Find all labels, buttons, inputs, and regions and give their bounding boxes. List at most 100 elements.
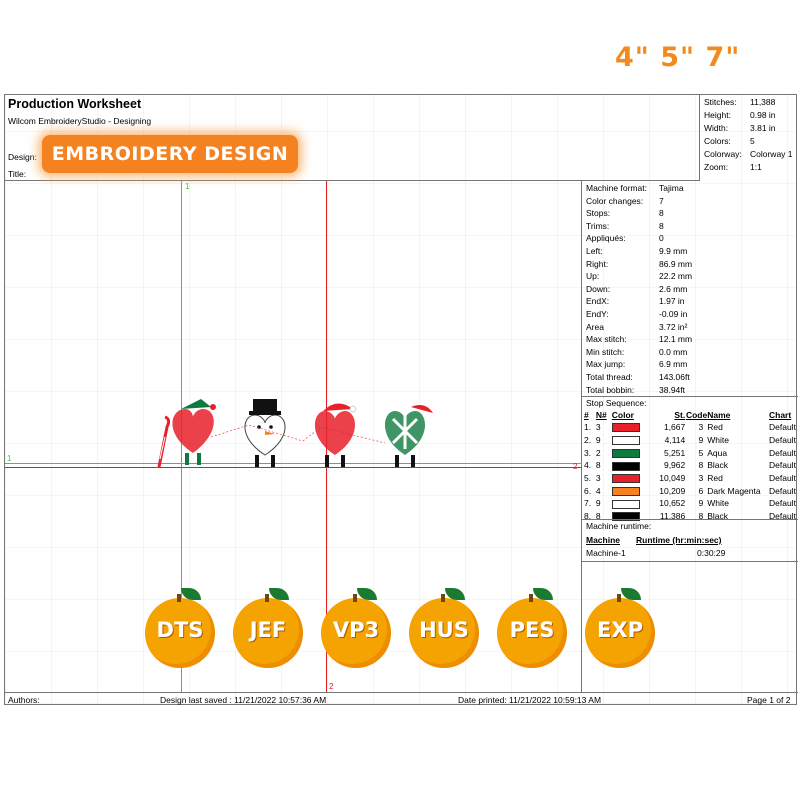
info-value: 8 — [659, 220, 664, 231]
info-value: 7 — [659, 195, 664, 206]
stat-value: Colorway 1 — [750, 149, 793, 159]
runtime-col-time: Runtime (hr:min:sec) — [636, 535, 722, 545]
stop-index: 7. — [584, 498, 592, 509]
divider — [582, 519, 798, 520]
color-swatch — [611, 423, 640, 433]
orange-icon — [145, 598, 215, 668]
stem-icon — [441, 594, 445, 602]
stop-row: 2. 9 4,114 9 White Default — [584, 434, 796, 447]
info-label: EndY: — [586, 309, 609, 319]
info-value: 8 — [659, 208, 664, 219]
stop-needle: 8 — [595, 511, 601, 522]
design-canvas: 1 1 2 2 — [5, 181, 582, 692]
design-label: Design: — [8, 152, 37, 162]
stop-chart: Default — [769, 485, 796, 496]
info-value: 1.97 in — [659, 296, 685, 307]
stat-label: Width: — [704, 123, 729, 133]
info-label: Area — [586, 321, 604, 332]
stop-color-name: Aqua — [707, 447, 728, 458]
format-dts-icon: DTS — [145, 588, 215, 668]
format-label: DTS — [156, 618, 204, 642]
color-swatch — [611, 474, 640, 484]
color-swatch — [611, 461, 640, 471]
stop-color — [611, 446, 656, 459]
format-exp-icon: EXP — [585, 588, 655, 668]
info-value: -0.09 in — [659, 309, 688, 319]
format-hus-icon: HUS — [409, 588, 479, 668]
info-label: Total bobbin: — [586, 384, 635, 395]
runtime-machine: Machine-1 — [586, 548, 626, 558]
orange-icon — [409, 598, 479, 668]
santa-heart-icon — [314, 403, 357, 467]
marker-right: 2 — [573, 462, 578, 471]
footer-authors: Authors: — [8, 695, 40, 705]
orange-icon — [585, 598, 655, 668]
stat-value: 1:1 — [750, 162, 762, 172]
leaf-icon — [445, 588, 465, 600]
stop-color-name: White — [707, 435, 729, 446]
stat-label: Colorway: — [704, 149, 742, 159]
stop-index: 6. — [584, 485, 592, 496]
stat-label: Zoom: — [704, 162, 729, 172]
info-label: Appliqués: — [586, 233, 626, 244]
stat-label: Height: — [704, 110, 731, 120]
marker-top: 1 — [185, 182, 190, 191]
stop-chart: Default — [769, 422, 796, 433]
info-label: Trims: — [586, 220, 610, 231]
stop-index: 3. — [584, 447, 592, 458]
stop-color-name: Black — [707, 511, 729, 522]
stop-color-name: Dark Magenta — [707, 485, 761, 496]
info-label: Max stitch: — [586, 334, 627, 345]
info-value: 0.0 mm — [659, 346, 688, 357]
stop-sequence-table: # N# Color St. Code Name Chart 1. 3 1,667 3 Red Def… — [584, 409, 796, 523]
stop-color — [611, 459, 656, 472]
title-label: Title: — [8, 169, 27, 179]
stop-needle: 2 — [595, 447, 601, 458]
stop-needle: 8 — [595, 460, 601, 471]
stop-code: 3 — [698, 422, 704, 433]
orange-icon — [321, 598, 391, 668]
stop-code: 5 — [698, 447, 704, 458]
stop-header-cell: Chart — [769, 410, 792, 420]
stop-header-cell: Name — [707, 410, 731, 420]
snowman-heart-icon — [244, 399, 286, 467]
format-pes-icon: PES — [497, 588, 567, 668]
stat-label: Colors: — [704, 136, 731, 146]
stop-stitches: 11,386 — [659, 511, 686, 522]
stop-color — [611, 472, 656, 485]
runtime-title: Machine runtime: — [586, 521, 652, 531]
stop-header-cell: St. — [674, 410, 686, 420]
stat-value: 5 — [750, 136, 755, 146]
format-vp3-icon: VP3 — [321, 588, 391, 668]
info-value: 86.9 mm — [659, 258, 693, 269]
stop-header-cell: Code — [685, 410, 708, 420]
candy-cane-icon — [157, 415, 171, 468]
divider — [582, 561, 798, 562]
hoop-size-label: 4" 5" 7" — [615, 42, 741, 73]
stop-header-cell: N# — [595, 410, 607, 420]
stop-index: 2. — [584, 435, 592, 446]
stem-icon — [265, 594, 269, 602]
stop-color — [611, 484, 656, 497]
marker-left: 1 — [7, 454, 12, 463]
color-swatch — [611, 436, 640, 446]
stop-chart: Default — [769, 447, 796, 458]
stop-color-name: White — [707, 498, 729, 509]
stop-index: 1. — [584, 422, 592, 433]
footer-printed: Date printed: 11/21/2022 10:59:13 AM — [458, 695, 602, 705]
stop-row: 5. 3 10,049 3 Red Default — [584, 472, 796, 485]
stop-sequence-title: Stop Sequence: — [586, 398, 647, 408]
worksheet-header: Production Worksheet Wilcom EmbroiderySt… — [5, 95, 700, 181]
stem-icon — [529, 594, 533, 602]
leaf-icon — [269, 588, 289, 600]
stop-color — [611, 497, 656, 510]
stop-code: 9 — [698, 498, 704, 509]
info-value: 12.1 mm — [659, 334, 693, 345]
stop-chart: Default — [769, 498, 796, 509]
elf-heart-icon — [172, 399, 216, 465]
footer-saved: Design last saved : 11/21/2022 10:57:36 … — [160, 695, 327, 705]
info-value: Tajima — [659, 183, 684, 193]
stop-needle: 9 — [595, 435, 601, 446]
stop-stitches: 10,652 — [659, 498, 686, 509]
leaf-icon — [181, 588, 201, 600]
